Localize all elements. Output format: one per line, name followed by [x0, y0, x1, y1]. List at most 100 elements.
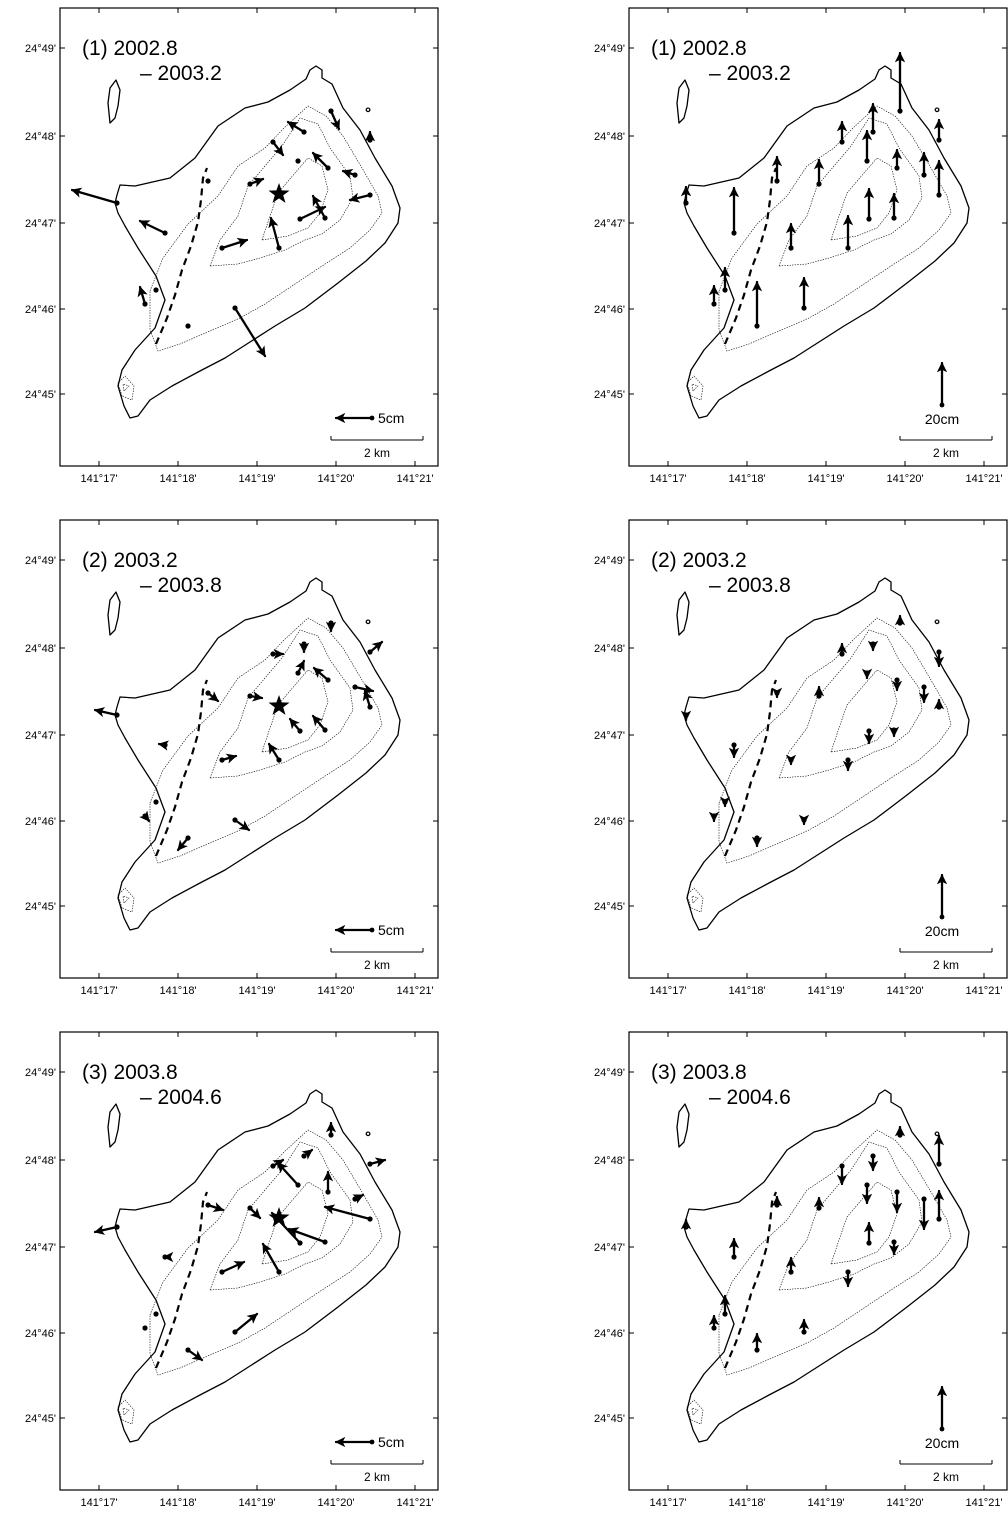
south-cone-contour: [117, 375, 135, 401]
gps-station-dot: [142, 1325, 148, 1331]
displacement-vector: [286, 120, 306, 134]
period-title-line2: – 2003.8: [140, 574, 222, 597]
western-islet: [107, 591, 121, 636]
scale-vector-origin: [939, 1426, 945, 1432]
map-frame: [628, 1031, 1008, 1491]
scale-label: 5cm: [378, 1434, 404, 1450]
topo-contour: [261, 669, 329, 753]
lon-label: 141°19': [807, 473, 844, 485]
displacement-vector: [268, 216, 281, 250]
lon-label: 141°20': [886, 473, 923, 485]
lat-label: 24°48': [25, 1155, 56, 1167]
displacement-vector: [248, 1206, 262, 1220]
lat-label: 24°49': [25, 1067, 56, 1079]
displacement-vector: [206, 1202, 225, 1212]
lat-label: 24°46': [25, 1328, 56, 1340]
displacement-vector: [233, 1312, 259, 1334]
displacement-vector: [301, 1148, 314, 1160]
eastern-islet: [934, 1131, 940, 1137]
lon-label: 141°18': [159, 985, 196, 997]
topo-contour: [209, 629, 354, 779]
eastern-islet: [934, 619, 940, 625]
map-frame: [59, 519, 439, 979]
lat-label: 24°48': [594, 131, 625, 143]
western-islet: [107, 1103, 121, 1148]
displacement-vector: [233, 306, 267, 358]
lat-label: 24°47': [25, 1242, 56, 1254]
displacement-vector: [220, 237, 249, 250]
lon-label: 141°18': [728, 1497, 765, 1509]
lon-label: 141°17': [649, 473, 686, 485]
displacement-vector: [311, 151, 330, 170]
lon-label: 141°21': [396, 1497, 433, 1509]
lon-label: 141°20': [317, 473, 354, 485]
period-title-line1: (3) 2003.8: [82, 1061, 178, 1084]
topo-contour: [261, 1181, 329, 1265]
displacement-vector: [341, 169, 357, 179]
displacement-vector: [261, 1242, 281, 1274]
south-cone-contour: [117, 1399, 135, 1425]
panel-p3h: 24°49' 24°48' 24°47' 24°46' 24°45' 141°17' 141…: [25, 1031, 439, 1509]
topo-contour: [209, 1141, 354, 1291]
displacement-vector: [70, 187, 119, 205]
scale-label: 20cm: [925, 411, 959, 427]
lat-label: 24°47': [594, 1242, 625, 1254]
period-title-line1: (2) 2003.2: [82, 549, 178, 572]
period-title-line1: (2) 2003.2: [651, 549, 747, 572]
eastern-islet: [365, 1131, 371, 1137]
fault-line: [723, 167, 778, 345]
lon-label: 141°17': [80, 985, 117, 997]
island-coastline: [114, 65, 401, 419]
western-islet: [676, 591, 690, 636]
displacement-vector: [323, 1204, 372, 1221]
lat-label: 24°47': [594, 730, 625, 742]
fault-line: [154, 679, 209, 857]
epicenter-star-icon: [268, 1207, 290, 1227]
displacement-vector: [276, 1161, 300, 1187]
displacement-vector: [139, 810, 151, 823]
displacement-vector: [233, 818, 251, 832]
distance-bar-label: 2 km: [364, 958, 390, 972]
displacement-vector: [353, 683, 375, 695]
displacement-vector: [352, 1193, 365, 1204]
lat-label: 24°48': [594, 643, 625, 655]
displacement-vector: [186, 1348, 204, 1362]
scale-vector-origin: [369, 927, 375, 933]
lat-label: 24°46': [25, 816, 56, 828]
lon-label: 141°21': [965, 1497, 1002, 1509]
fault-line: [154, 167, 209, 345]
lat-label: 24°46': [25, 304, 56, 316]
displacement-vector: [295, 659, 306, 675]
displacement-vector: [93, 707, 119, 718]
displacement-vector: [138, 219, 167, 235]
panel-p2h: 24°49' 24°48' 24°47' 24°46' 24°45' 141°17' 141…: [25, 519, 439, 997]
scale-label: 20cm: [925, 1435, 959, 1451]
distance-bar-label: 2 km: [933, 1470, 959, 1484]
eastern-islet: [365, 107, 371, 113]
displacement-vector: [220, 1260, 246, 1274]
panel-p2v: 24°49' 24°48' 24°47' 24°46' 24°45' 141°17' 141…: [594, 519, 1008, 997]
eastern-islet: [365, 619, 371, 625]
lon-label: 141°18': [159, 473, 196, 485]
displacement-vector: [157, 740, 170, 751]
panel-p1h: 24°49' 24°48' 24°47' 24°46' 24°45' 141°17' 141…: [25, 7, 439, 485]
lat-label: 24°45': [25, 901, 56, 913]
lon-label: 141°20': [317, 1497, 354, 1509]
displacement-vector: [206, 691, 220, 703]
displacement-vector: [368, 1157, 387, 1168]
panel-p3v: 24°49' 24°48' 24°47' 24°46' 24°45' 141°17' 141…: [594, 1031, 1008, 1509]
lon-label: 141°21': [965, 985, 1002, 997]
lat-label: 24°45': [25, 1413, 56, 1425]
distance-bar-label: 2 km: [364, 446, 390, 460]
topo-contour: [718, 617, 952, 864]
displacement-vector: [312, 666, 330, 682]
lon-label: 141°20': [886, 985, 923, 997]
lat-label: 24°45': [25, 389, 56, 401]
lon-label: 141°18': [159, 1497, 196, 1509]
lon-label: 141°18': [728, 473, 765, 485]
lat-label: 24°47': [25, 218, 56, 230]
displacement-vector: [311, 714, 327, 732]
gps-station-dot: [153, 799, 159, 805]
period-title-line1: (1) 2002.8: [82, 37, 178, 60]
western-islet: [676, 1103, 690, 1148]
